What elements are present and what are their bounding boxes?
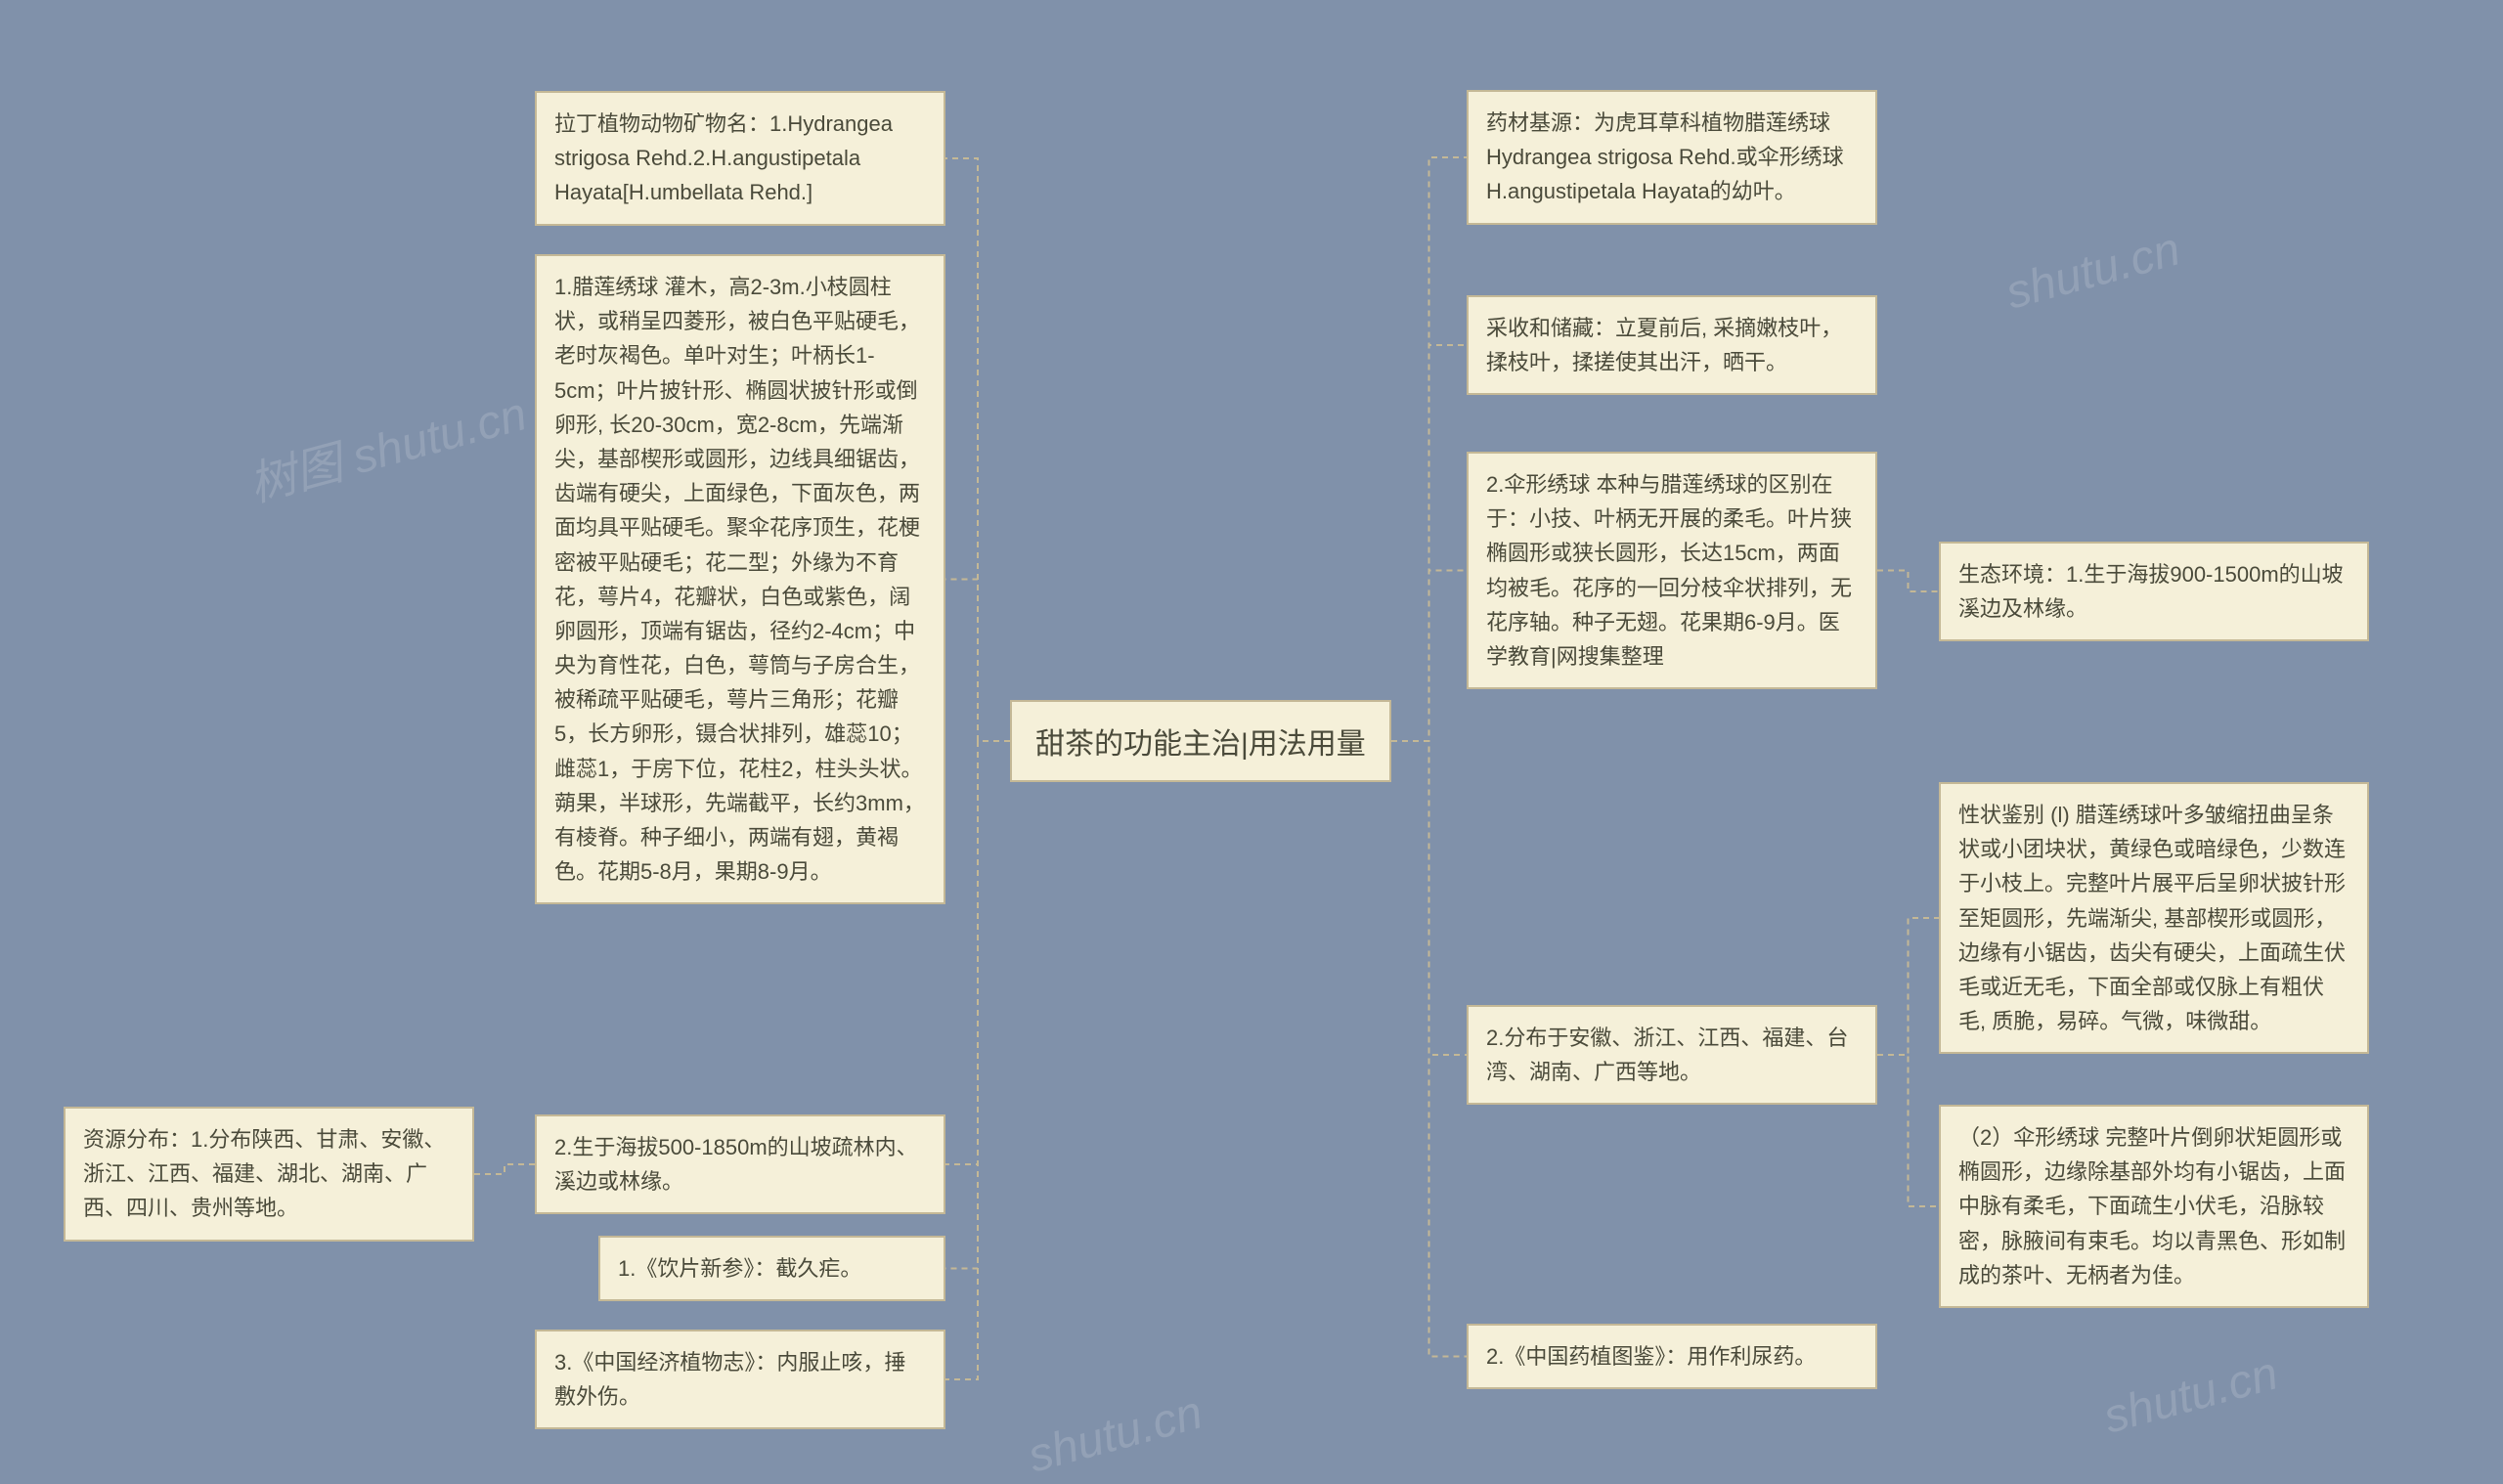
mindmap-node-text: 2.生于海拔500-1850m的山坡疏林内、溪边或林缘。 [554,1135,918,1194]
mindmap-node-text: 1.《饮片新参》：截久疟。 [618,1256,861,1281]
mindmap-node-text: 资源分布：1.分布陕西、甘肃、安徽、浙江、江西、福建、湖北、湖南、广西、四川、贵… [83,1127,445,1220]
mindmap-node: 采收和储藏：立夏前后, 采摘嫩枝叶，揉枝叶，揉搓使其出汗，晒干。 [1467,295,1877,395]
mindmap-node: 2.分布于安徽、浙江、江西、福建、台湾、湖南、广西等地。 [1467,1005,1877,1105]
mindmap-node-text: 2.伞形绣球 本种与腊莲绣球的区别在于：小技、叶柄无开展的柔毛。叶片狭椭圆形或狭… [1486,472,1852,669]
mindmap-node: 性状鉴别 (l) 腊莲绣球叶多皱缩扭曲呈条状或小团块状，黄绿色或暗绿色，少数连于… [1939,782,2369,1054]
mindmap-node: 2.《中国药植图鉴》：用作利尿药。 [1467,1324,1877,1389]
mindmap-node: 3.《中国经济植物志》：内服止咳，捶敷外伤。 [535,1330,945,1429]
mindmap-node: 2.伞形绣球 本种与腊莲绣球的区别在于：小技、叶柄无开展的柔毛。叶片狭椭圆形或狭… [1467,452,1877,689]
mindmap-node-text: 1.腊莲绣球 灌木，高2-3m.小枝圆柱状，或稍呈四菱形，被白色平贴硬毛，老时灰… [554,275,925,884]
mindmap-node-text: 3.《中国经济植物志》：内服止咳，捶敷外伤。 [554,1350,905,1409]
mindmap-node: 1.《饮片新参》：截久疟。 [598,1236,945,1301]
mindmap-node-text: 采收和储藏：立夏前后, 采摘嫩枝叶，揉枝叶，揉搓使其出汗，晒干。 [1486,316,1842,374]
mindmap-node: 2.生于海拔500-1850m的山坡疏林内、溪边或林缘。 [535,1114,945,1214]
mindmap-node-text: 2.《中国药植图鉴》：用作利尿药。 [1486,1344,1816,1369]
mindmap-node-text: 性状鉴别 (l) 腊莲绣球叶多皱缩扭曲呈条状或小团块状，黄绿色或暗绿色，少数连于… [1958,803,2346,1033]
watermark: shutu.cn [1023,1385,1208,1483]
mindmap-node: 资源分布：1.分布陕西、甘肃、安徽、浙江、江西、福建、湖北、湖南、广西、四川、贵… [64,1107,474,1242]
mindmap-node-text: 药材基源：为虎耳草科植物腊莲绣球Hydrangea strigosa Rehd.… [1486,110,1844,203]
mindmap-node-text: （2）伞形绣球 完整叶片倒卵状矩圆形或椭圆形，边缘除基部外均有小锯齿，上面中脉有… [1958,1125,2346,1288]
mindmap-node: 1.腊莲绣球 灌木，高2-3m.小枝圆柱状，或稍呈四菱形，被白色平贴硬毛，老时灰… [535,254,945,904]
mindmap-node: （2）伞形绣球 完整叶片倒卵状矩圆形或椭圆形，边缘除基部外均有小锯齿，上面中脉有… [1939,1105,2369,1308]
watermark: shutu.cn [2000,222,2186,320]
mindmap-node: 生态环境：1.生于海拔900-1500m的山坡溪边及林缘。 [1939,542,2369,641]
center-topic: 甜茶的功能主治|用法用量 [1010,700,1391,782]
mindmap-node-text: 2.分布于安徽、浙江、江西、福建、台湾、湖南、广西等地。 [1486,1026,1848,1084]
mindmap-node-text: 生态环境：1.生于海拔900-1500m的山坡溪边及林缘。 [1958,562,2344,621]
watermark: 树图 shutu.cn [241,375,533,515]
watermark: shutu.cn [2098,1346,2284,1444]
mindmap-node: 药材基源：为虎耳草科植物腊莲绣球Hydrangea strigosa Rehd.… [1467,90,1877,225]
mindmap-node: 拉丁植物动物矿物名：1.Hydrangea strigosa Rehd.2.H.… [535,91,945,226]
mindmap-node-text: 拉丁植物动物矿物名：1.Hydrangea strigosa Rehd.2.H.… [554,111,893,204]
center-topic-text: 甜茶的功能主治|用法用量 [1035,728,1366,761]
